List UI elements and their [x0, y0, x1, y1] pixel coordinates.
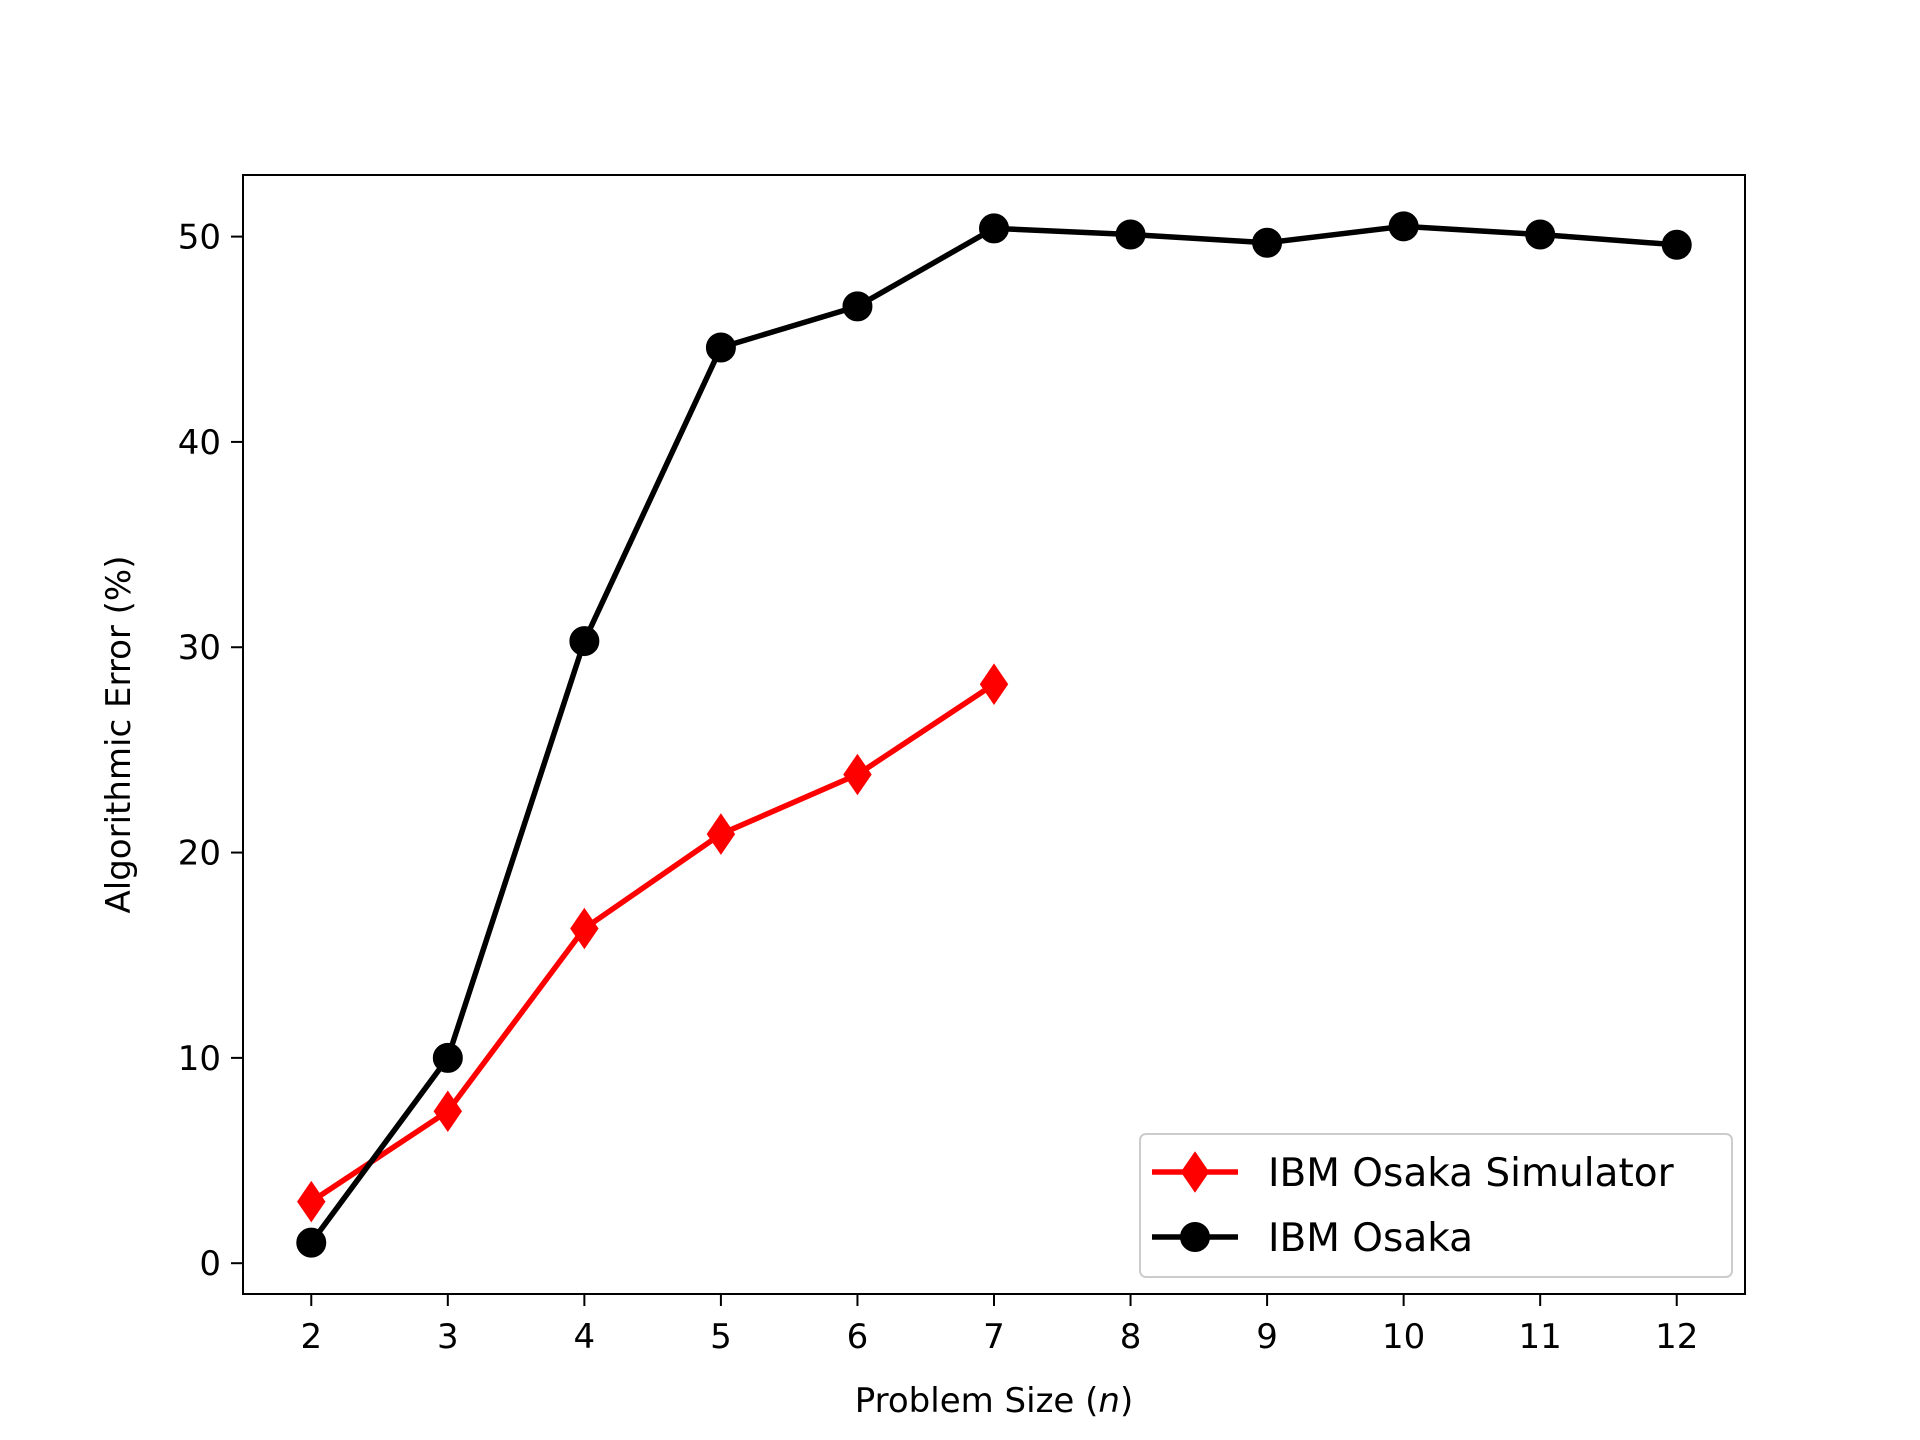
x-tick-label: 8 — [1120, 1317, 1142, 1357]
x-tick-label: 3 — [437, 1317, 459, 1357]
data-point — [432, 1042, 463, 1073]
y-tick-label: 0 — [199, 1244, 221, 1284]
legend-marker — [1180, 1151, 1210, 1193]
data-point — [1388, 211, 1419, 242]
data-point — [433, 1090, 463, 1133]
data-point — [979, 213, 1009, 244]
axis-ticks: 2 3 4 5 6 7 8 9 10 11 12 0 10 20 30 40 50 — [178, 218, 1699, 1357]
plot-frame — [242, 174, 1746, 1295]
legend-entry-osaka: IBM Osaka — [1152, 1216, 1473, 1261]
legend-entry-simulator: IBM Osaka Simulator — [1152, 1151, 1675, 1196]
data-point — [1661, 229, 1692, 260]
data-point — [1115, 219, 1146, 250]
data-point — [1252, 227, 1283, 258]
x-tick-label: 6 — [847, 1317, 869, 1357]
data-point — [570, 907, 599, 950]
y-tick-label: 40 — [178, 423, 221, 463]
y-tick-label: 30 — [178, 628, 221, 668]
legend-marker — [1180, 1222, 1210, 1252]
x-tick-label: 4 — [574, 1317, 596, 1357]
data-point — [842, 291, 873, 322]
x-tick-label: 12 — [1655, 1317, 1698, 1357]
data-point — [979, 663, 1009, 705]
y-axis-label: Algorithmic Error (%) — [99, 556, 139, 914]
series-layer — [296, 211, 1692, 1258]
y-tick-label: 20 — [178, 834, 221, 874]
x-tick-label: 9 — [1256, 1317, 1278, 1357]
data-point — [297, 1180, 326, 1223]
series-line — [309, 681, 996, 1204]
x-tick-label: 5 — [710, 1317, 732, 1357]
data-point — [296, 1227, 327, 1258]
y-tick-label: 50 — [178, 218, 221, 258]
x-tick-label: 11 — [1519, 1317, 1562, 1357]
series-1 — [296, 211, 1692, 1258]
legend: IBM Osaka Simulator IBM Osaka — [1139, 1133, 1733, 1278]
series-0 — [297, 663, 1009, 1223]
x-axis-label: Problem Size (n) — [855, 1381, 1134, 1421]
data-point — [706, 813, 736, 855]
legend-label-osaka: IBM Osaka — [1268, 1216, 1473, 1261]
x-tick-label: 2 — [300, 1317, 322, 1357]
x-tick-label: 10 — [1382, 1317, 1425, 1357]
data-point — [1525, 219, 1556, 250]
legend-label-simulator: IBM Osaka Simulator — [1268, 1151, 1675, 1196]
data-point — [569, 626, 600, 657]
data-point — [705, 332, 736, 363]
data-point — [843, 753, 872, 796]
x-tick-label: 7 — [983, 1317, 1005, 1357]
y-tick-label: 10 — [178, 1039, 221, 1079]
legend-box — [1139, 1133, 1733, 1278]
